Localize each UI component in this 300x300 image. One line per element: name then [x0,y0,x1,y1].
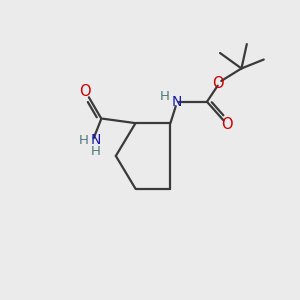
Text: H: H [79,134,89,147]
Text: H: H [160,90,170,103]
Text: N: N [90,134,100,147]
Text: O: O [80,84,91,99]
Text: H: H [91,145,100,158]
Text: N: N [172,95,182,109]
Text: O: O [221,117,233,132]
Text: O: O [212,76,224,91]
